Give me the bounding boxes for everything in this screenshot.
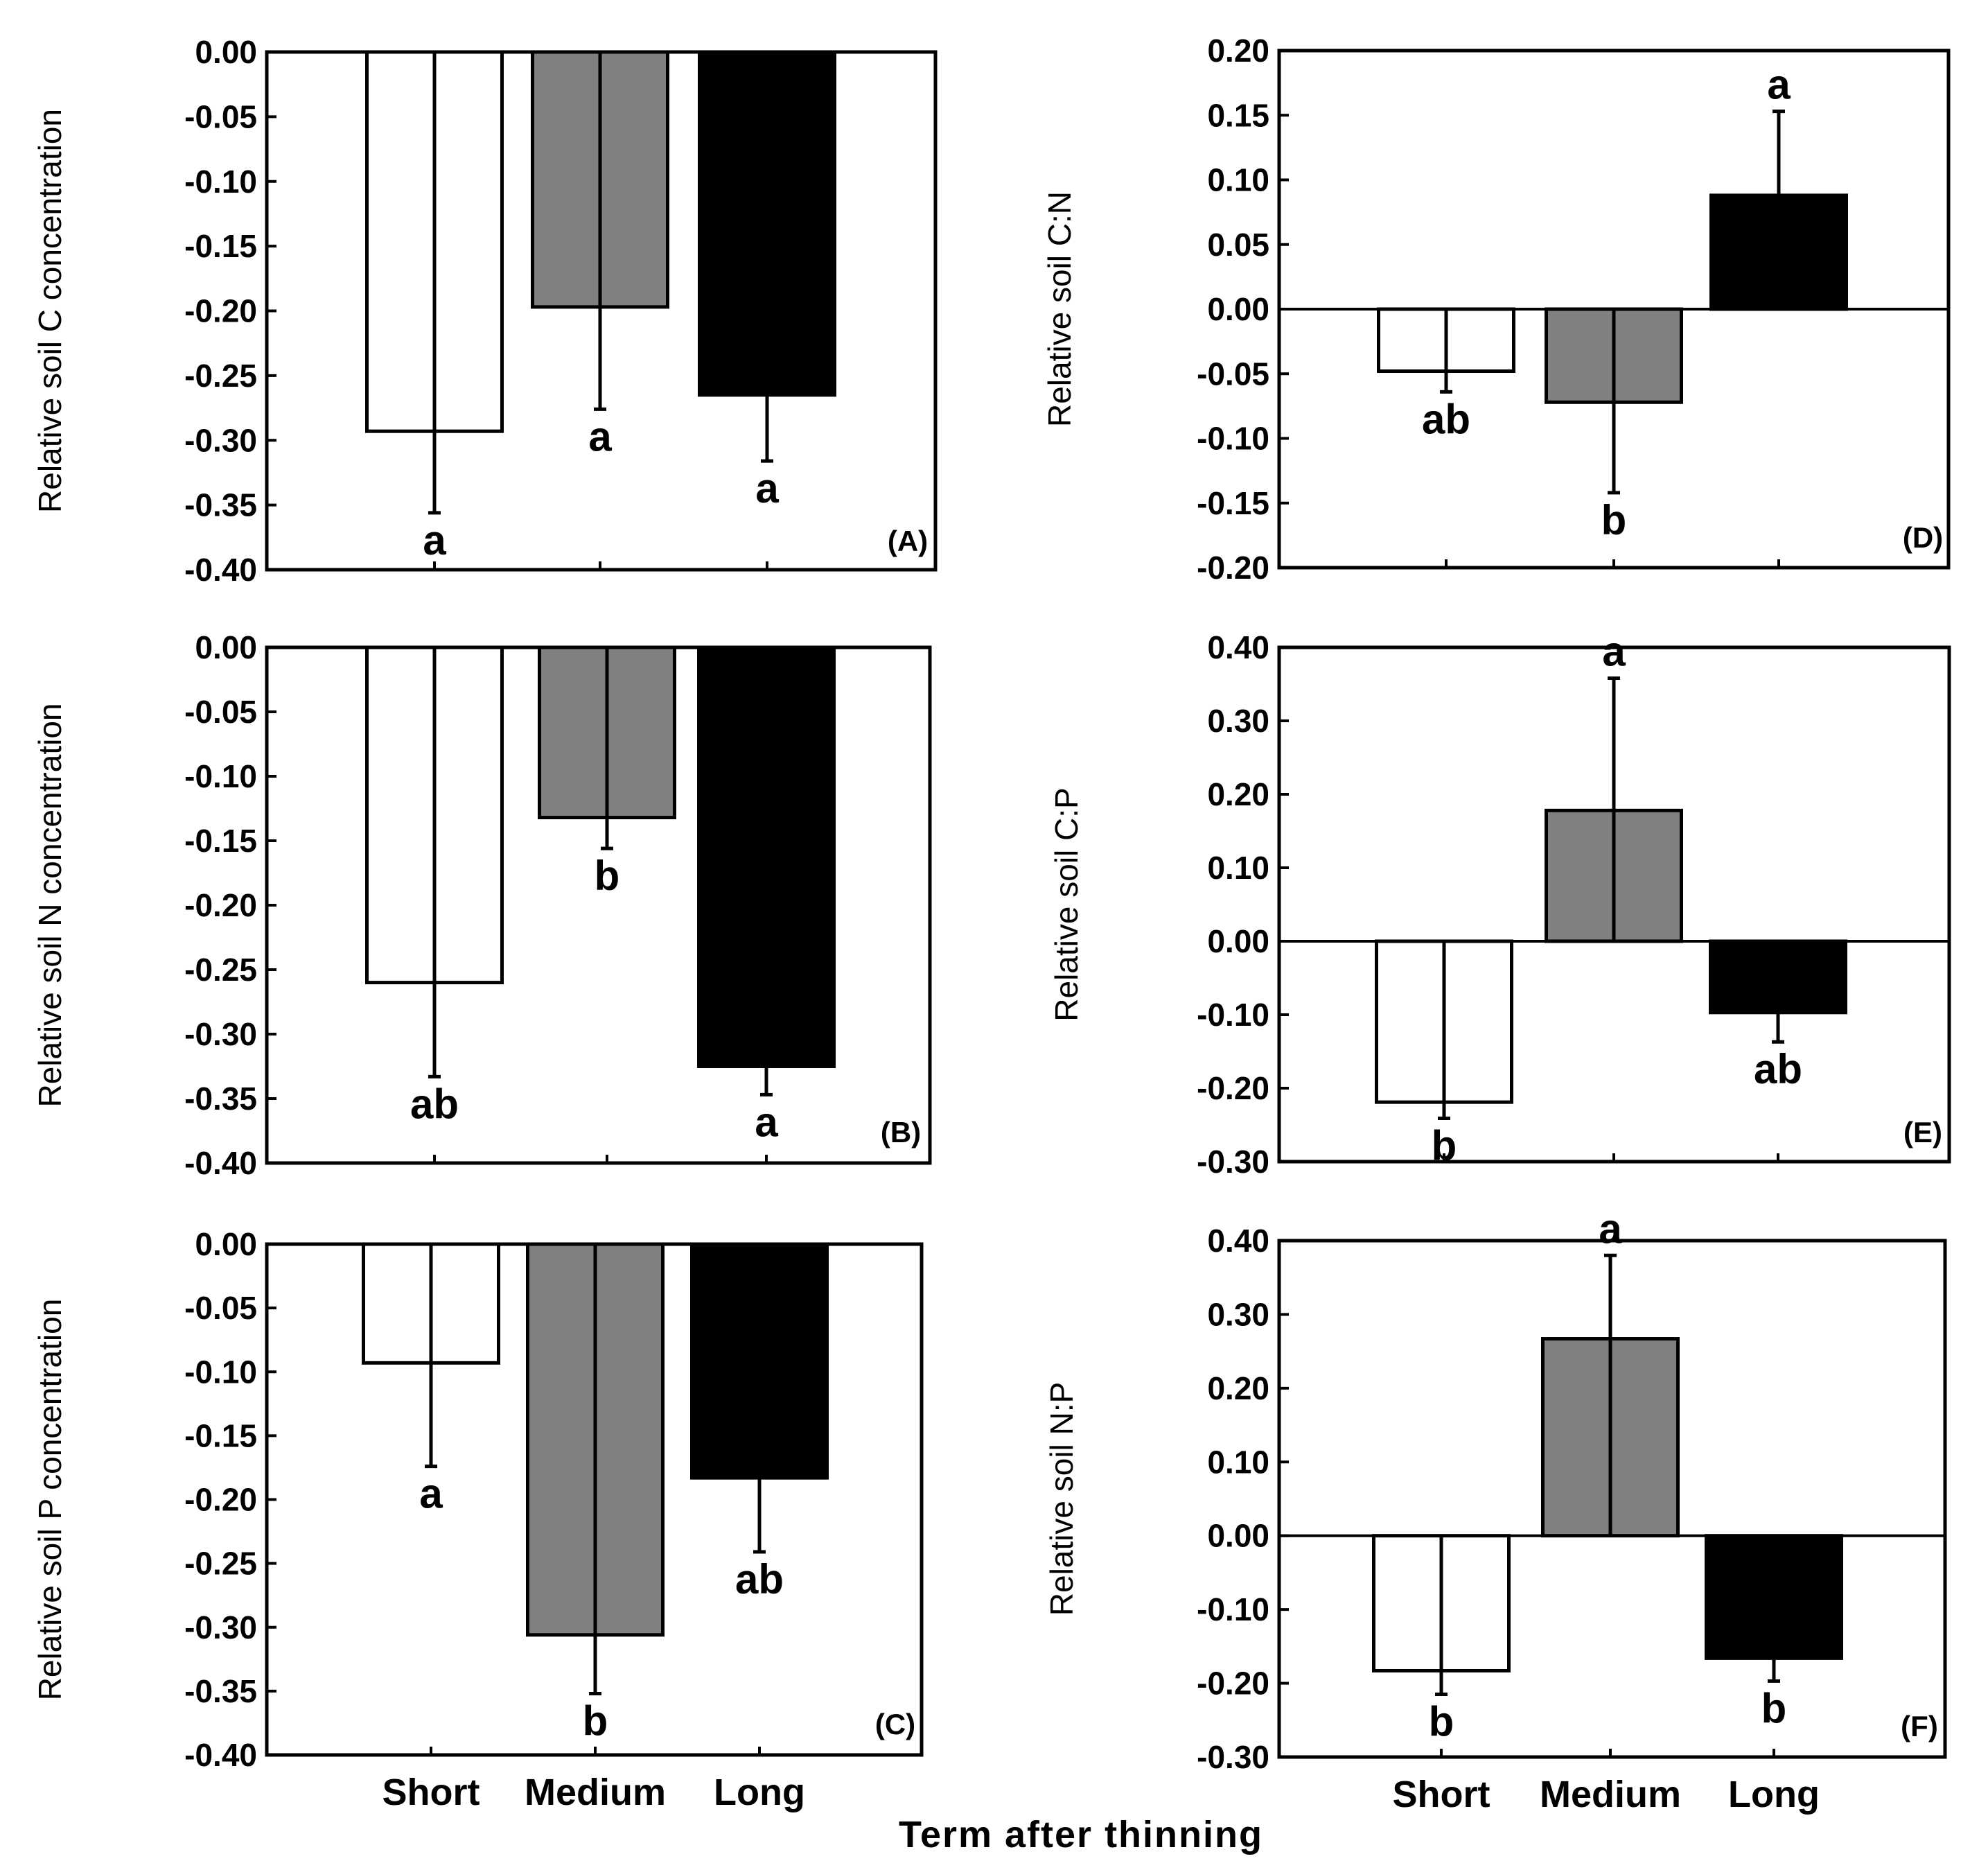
y-tick-label: 0.00 [1207, 291, 1269, 327]
significance-label: a [755, 465, 779, 512]
y-tick-label: -0.15 [184, 1417, 257, 1453]
y-tick-label: 0.00 [195, 34, 257, 70]
significance-label: a [1602, 629, 1626, 675]
y-tick-label: 0.15 [1207, 97, 1269, 133]
panel-tag: (C) [875, 1708, 915, 1740]
y-tick-label: 0.10 [1207, 1444, 1269, 1480]
y-tick-label: -0.40 [184, 552, 257, 588]
y-tick-label: 0.20 [1207, 33, 1269, 69]
y-tick-label: 0.30 [1207, 703, 1269, 739]
panel-tag: (D) [1903, 521, 1943, 554]
y-tick-label: -0.15 [1197, 485, 1269, 521]
plot-frame [1277, 1239, 1947, 1759]
y-tick-label: -0.10 [1197, 421, 1269, 457]
y-tick-label: -0.40 [184, 1145, 257, 1181]
significance-label: a [1767, 62, 1791, 108]
chart-panel: a a a 0.00 -0.05 -0.10 -0.15 -0.20 -0.25 -0.30 -0.… [32, 34, 938, 588]
y-axis-label: Relative soil P concentration [32, 1299, 68, 1701]
y-tick-label: 0.20 [1207, 776, 1269, 812]
y-tick-label: -0.35 [184, 487, 257, 523]
y-tick-label: -0.10 [184, 1354, 257, 1390]
significance-label: ab [410, 1081, 459, 1127]
significance-label: b [1601, 497, 1627, 543]
y-axis-label: Relative soil C:P [1048, 787, 1084, 1021]
significance-label: b [1429, 1699, 1454, 1745]
y-tick-label: -0.20 [1197, 1666, 1269, 1702]
y-tick-label: -0.30 [184, 1609, 257, 1645]
significance-label: ab [1754, 1046, 1802, 1092]
y-tick-label: -0.30 [1197, 1739, 1269, 1775]
y-tick-label: 0.10 [1207, 162, 1269, 198]
significance-label: b [595, 853, 620, 899]
y-tick-label: 0.40 [1207, 629, 1269, 665]
y-tick-label: -0.15 [184, 228, 257, 264]
chart-panel: b a b 0.40 0.30 0.20 0.10 0.00 -0.10 -0.20 -0.30 Re… [1044, 1205, 1947, 1815]
category-label-medium: Medium [525, 1772, 666, 1813]
category-label-long: Long [1728, 1774, 1820, 1815]
y-axis-label: Relative soil C:N [1041, 191, 1077, 427]
y-tick-label: -0.25 [184, 358, 257, 394]
significance-label: ab [1422, 396, 1470, 442]
y-tick-label: -0.40 [184, 1737, 257, 1773]
y-tick-label: 0.30 [1207, 1296, 1269, 1332]
significance-label: a [423, 517, 446, 563]
y-tick-label: 0.00 [1207, 923, 1269, 959]
y-tick-label: -0.20 [1197, 1070, 1269, 1106]
y-tick-label: -0.35 [184, 1081, 257, 1117]
y-tick-label: -0.15 [184, 823, 257, 859]
significance-label: a [755, 1099, 778, 1145]
y-tick-label: -0.05 [184, 1290, 257, 1326]
category-label-long: Long [714, 1772, 805, 1813]
chart-panel: ab b a 0.00 -0.05 -0.10 -0.15 -0.20 -0.25 -0.30 -0… [32, 629, 932, 1181]
y-tick-label: -0.20 [1197, 550, 1269, 586]
y-tick-label: -0.10 [184, 164, 257, 200]
y-tick-label: -0.20 [184, 293, 257, 329]
significance-label: a [588, 413, 612, 460]
category-label-medium: Medium [1540, 1774, 1681, 1815]
category-label-short: Short [382, 1772, 480, 1813]
y-axis-label: Relative soil N concentration [32, 704, 68, 1108]
y-tick-label: -0.30 [1197, 1144, 1269, 1180]
significance-label: a [1599, 1205, 1622, 1252]
y-tick-label: -0.20 [184, 887, 257, 923]
y-tick-label: 0.00 [195, 1226, 257, 1262]
y-tick-label: -0.05 [184, 694, 257, 730]
significance-label: b [1761, 1685, 1787, 1731]
y-tick-label: -0.25 [184, 952, 257, 988]
significance-label: a [419, 1471, 443, 1517]
y-tick-label: 0.10 [1207, 850, 1269, 886]
y-tick-label: -0.10 [184, 758, 257, 794]
panel-tag: (B) [881, 1116, 921, 1148]
significance-label: ab [735, 1556, 784, 1602]
category-label-short: Short [1393, 1774, 1490, 1815]
chart-panel: abab0.00-0.05-0.10-0.15-0.20-0.25-0.30-0… [32, 1226, 924, 1813]
y-tick-label: -0.10 [1197, 997, 1269, 1033]
y-tick-label: 0.05 [1207, 227, 1269, 263]
y-tick-label: 0.40 [1207, 1223, 1269, 1259]
y-tick-label: -0.30 [184, 422, 257, 458]
y-axis-label: Relative soil C concentration [32, 109, 68, 513]
x-axis-title: Term after thinning [899, 1814, 1263, 1855]
chart-panel: baab0.400.300.200.100.00-0.10-0.20-0.30R… [1048, 629, 1951, 1180]
y-tick-label: 0.20 [1207, 1370, 1269, 1406]
y-axis-label: Relative soil N:P [1044, 1382, 1080, 1616]
y-tick-label: -0.10 [1197, 1591, 1269, 1627]
chart-panel: ab b a 0.20 0.15 0.10 0.05 0.00 -0.05 -0.10 -0.15 -… [1041, 33, 1951, 586]
y-tick-label: -0.30 [184, 1016, 257, 1052]
y-tick-label: -0.25 [184, 1546, 257, 1582]
y-tick-label: -0.05 [1197, 356, 1269, 392]
y-tick-label: -0.35 [184, 1673, 257, 1709]
significance-label: b [583, 1698, 608, 1745]
y-tick-label: 0.00 [1207, 1518, 1269, 1554]
y-tick-label: 0.00 [195, 629, 257, 665]
y-tick-label: -0.05 [184, 98, 257, 134]
panel-tag: (A) [888, 525, 928, 557]
panel-tag: (E) [1903, 1116, 1942, 1148]
y-tick-label: -0.20 [184, 1482, 257, 1518]
panel-tag: (F) [1901, 1710, 1938, 1742]
